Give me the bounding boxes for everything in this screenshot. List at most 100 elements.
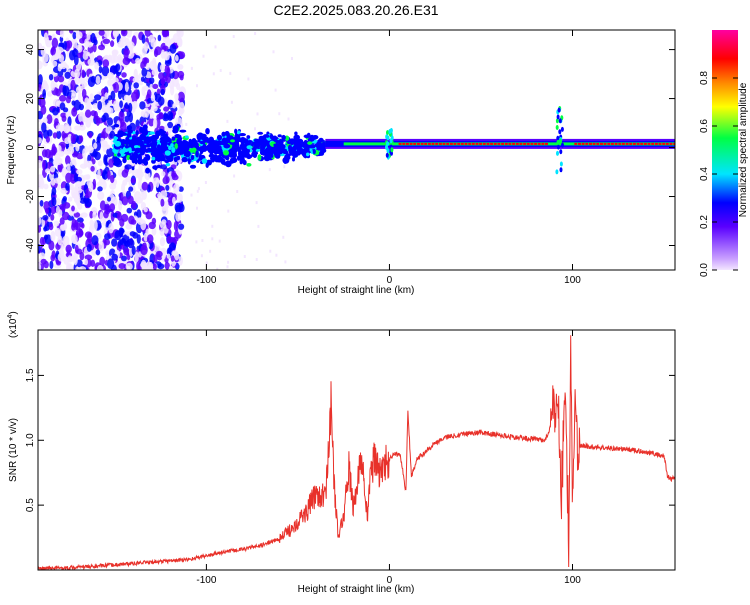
spectrogram-speckle xyxy=(196,189,199,193)
spectrogram-speckle xyxy=(238,139,245,143)
carrier-peak xyxy=(654,142,658,145)
spectrogram-speckle xyxy=(269,249,272,253)
spectrogram-speckle xyxy=(77,92,82,102)
spectrogram-speckle xyxy=(269,149,277,154)
carrier-peak xyxy=(614,142,618,145)
spectrogram-speckle xyxy=(95,115,101,126)
spectrogram-speckle xyxy=(63,123,71,134)
spectrogram-speckle xyxy=(66,40,73,49)
spectrogram-speckle xyxy=(102,38,111,44)
spectrogram-speckle xyxy=(159,237,166,247)
spectrogram-speckle xyxy=(239,159,243,165)
spectrogram-speckle xyxy=(135,57,141,65)
carrier-peak xyxy=(468,142,472,145)
spectrogram-speckle xyxy=(108,223,114,234)
spectrogram-speckle xyxy=(212,72,215,76)
spectrogram-speckle xyxy=(73,39,78,49)
disturbance-mark xyxy=(556,144,560,150)
spectrogram-speckle xyxy=(70,79,76,91)
spectrogram-speckle xyxy=(247,77,250,81)
snr-y-ticks: 0.5 1.0 1.5 xyxy=(25,368,675,512)
spectrogram-speckle xyxy=(255,141,259,149)
spectrogram-speckle xyxy=(59,30,65,38)
spectrogram-speckle xyxy=(134,168,140,178)
snr-multiplier-base: (x10 xyxy=(8,318,19,338)
spectrogram-speckle xyxy=(309,134,315,142)
spectrogram-speckle xyxy=(52,60,58,67)
carrier-peak xyxy=(581,142,585,145)
disturbance-mark xyxy=(555,118,559,124)
spectrogram-speckle xyxy=(229,157,235,164)
spectrogram-speckle xyxy=(82,50,89,60)
spectrogram-speckle xyxy=(195,150,199,158)
carrier-peak xyxy=(519,142,523,145)
spectrogram-speckle xyxy=(51,46,56,55)
spectrogram-speckle xyxy=(38,215,42,226)
spectrogram-speckle xyxy=(43,183,49,190)
spectrogram-speckle xyxy=(253,138,260,142)
spectrogram-speckle xyxy=(125,223,133,230)
spectrogram-speckle xyxy=(257,154,262,161)
spectrogram-speckle xyxy=(132,135,137,139)
spectrogram-speckle xyxy=(104,233,111,241)
spectrogram-speckle xyxy=(254,32,257,35)
spectrogram-speckle xyxy=(177,155,180,161)
spectrogram-speckle xyxy=(132,77,139,83)
spectrogram-speckle xyxy=(67,255,72,263)
spectrogram-speckle xyxy=(103,30,110,38)
spectrogram-speckle xyxy=(107,72,114,80)
carrier-peak xyxy=(570,142,574,145)
colorbar-tick-label: 0.6 xyxy=(699,119,710,133)
spectrogram-speckle xyxy=(177,136,183,141)
spectrogram-speckle xyxy=(113,106,119,112)
spectrogram-speckle xyxy=(38,137,42,144)
spectrogram-speckle xyxy=(89,210,94,219)
spectrogram-speckle xyxy=(81,69,86,79)
carrier-peak xyxy=(442,142,446,145)
spectrogram-speckle xyxy=(68,30,74,34)
spectrogram-speckle xyxy=(48,240,55,251)
disturbance-mark xyxy=(558,118,562,124)
spectrogram-speckle xyxy=(251,151,257,158)
spectrogram-speckle xyxy=(187,158,192,163)
spectrogram-speckle xyxy=(100,140,105,148)
spectrogram-speckle xyxy=(155,177,160,189)
spectrogram-speckle xyxy=(110,40,115,47)
spectrogram-speckle xyxy=(278,150,283,155)
spectrogram-speckle xyxy=(107,258,115,270)
spectrogram-speckle xyxy=(48,74,54,81)
spectrogram-speckle xyxy=(216,147,223,154)
spectrogram-speckle xyxy=(67,163,71,174)
y-tick-label: -20 xyxy=(25,189,36,204)
spectrogram-speckle xyxy=(132,100,138,110)
spectrogram-speckle xyxy=(294,141,300,147)
spectrogram-speckle xyxy=(259,144,264,151)
spectrogram-speckle xyxy=(106,147,114,157)
spectrogram-speckle xyxy=(85,109,92,118)
spectrogram-speckle xyxy=(101,170,109,180)
spectrogram-speckle xyxy=(125,262,133,270)
spectrogram-speckle xyxy=(177,64,184,70)
disturbance-mark xyxy=(556,135,560,141)
spectrogram-speckle xyxy=(141,112,148,118)
spectrogram-speckle xyxy=(130,178,136,184)
spectrogram-speckle xyxy=(101,65,110,77)
spectrogram-speckle xyxy=(225,156,230,161)
carrier-peak xyxy=(574,142,578,145)
disturbance-mark xyxy=(559,167,563,173)
spectrogram-speckle xyxy=(66,262,71,270)
spectrogram-speckle xyxy=(193,139,198,147)
spectrogram-speckle xyxy=(140,244,148,256)
spectrogram-speckle xyxy=(246,145,253,150)
colorbar-tick-label: 0.4 xyxy=(699,167,710,181)
spectrogram-speckle xyxy=(86,243,92,252)
spectrogram-speckle xyxy=(214,45,217,49)
spectrogram-speckle xyxy=(77,217,84,223)
spectrogram-speckle xyxy=(205,159,212,166)
spectrogram-speckle xyxy=(95,140,101,151)
spectrogram-speckle xyxy=(65,244,72,254)
spectrogram-speckle xyxy=(71,234,78,245)
spectrogram-speckle xyxy=(124,140,130,145)
spectrogram-speckle xyxy=(178,223,185,230)
spectrogram-speckle xyxy=(107,170,111,180)
